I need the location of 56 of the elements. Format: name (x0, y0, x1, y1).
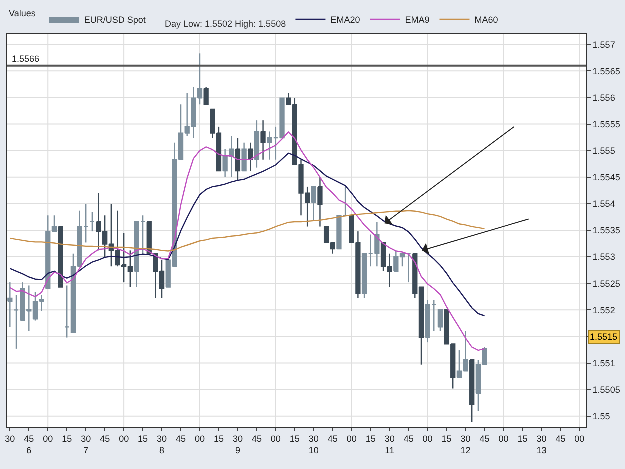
y-tick-label: 1.556 (592, 92, 616, 103)
text: Day Low: 1.5502 High: 1.5508 (165, 19, 286, 29)
x-tick-label: 30 10 (308, 434, 319, 456)
x-tick-label: 15 (138, 434, 148, 444)
x-tick-label: 45 (556, 434, 566, 444)
legend-label: MA60 (474, 15, 498, 26)
x-tick-label: 15 (214, 434, 224, 444)
x-tick-label: 30 9 (232, 434, 243, 456)
x-tick-label: 00 (194, 434, 206, 444)
x-tick-label: 30 12 (460, 434, 471, 456)
x-tick-label: 45 (100, 434, 110, 444)
y-tick-label: 1.555 (592, 146, 616, 156)
y-tick-label: 1.553 (592, 252, 616, 262)
x-tick-label: 30 13 (536, 434, 547, 456)
x-tick-label: 00 (43, 434, 54, 444)
legend-label: EMA20 (330, 15, 360, 26)
legend-title: Values (9, 8, 36, 19)
x-tick-label: 00 (346, 434, 357, 444)
x-tick-label: 45 (252, 434, 262, 444)
x-tick-label: 15 (290, 434, 300, 444)
y-tick-label: 1.557 (592, 40, 616, 50)
y-tick-label: 1.5535 (592, 226, 620, 236)
legend-label: EMA9 (405, 15, 430, 26)
x-tick-label: 45 (328, 434, 338, 444)
line-series (10, 152, 486, 317)
x-tick-label: 45 (404, 434, 414, 444)
x-tick-label: 15 (442, 434, 452, 444)
x-tick-label: 00 (422, 434, 433, 444)
x-tick-label: 00 (574, 434, 585, 444)
y-tick-label: 1.5505 (592, 384, 620, 395)
candlestick (58, 226, 64, 288)
x-tick-label: 00 (498, 434, 509, 444)
x-tick-label: 30 7 (81, 434, 92, 456)
y-tick-label: 1.5525 (592, 278, 620, 289)
x-tick-label: 15 (518, 434, 528, 444)
x-tick-label: 30 8 (157, 434, 168, 456)
x-tick-label: 00 (270, 434, 281, 444)
x-tick-label: 15 (62, 434, 72, 444)
y-tick-label: 1.552 (592, 305, 616, 316)
line-series (10, 210, 486, 252)
x-tick-label: 45 (176, 434, 186, 444)
y-tick-label: 1.5565 (592, 66, 620, 76)
y-tick-label: 1.5545 (592, 172, 620, 183)
x-tick-label: 15 (366, 434, 376, 444)
ref-line-label: 1.5566 (12, 54, 40, 64)
x-tick-label: 30 (5, 434, 16, 444)
y-tick-label: 1.5555 (592, 119, 620, 130)
x-tick-label: 30 11 (384, 434, 395, 456)
x-tick-label: 45 6 (24, 434, 34, 456)
y-tick-label: 1.554 (592, 199, 616, 210)
legend-label: EUR/USD Spot (84, 15, 146, 26)
x-tick-label: 45 (480, 434, 490, 444)
y-tick-label: 1.551 (592, 358, 616, 368)
x-tick-label: 00 (119, 434, 130, 444)
annotation: 1.5515 (590, 332, 618, 342)
y-tick-label: 1.55 (592, 412, 610, 422)
